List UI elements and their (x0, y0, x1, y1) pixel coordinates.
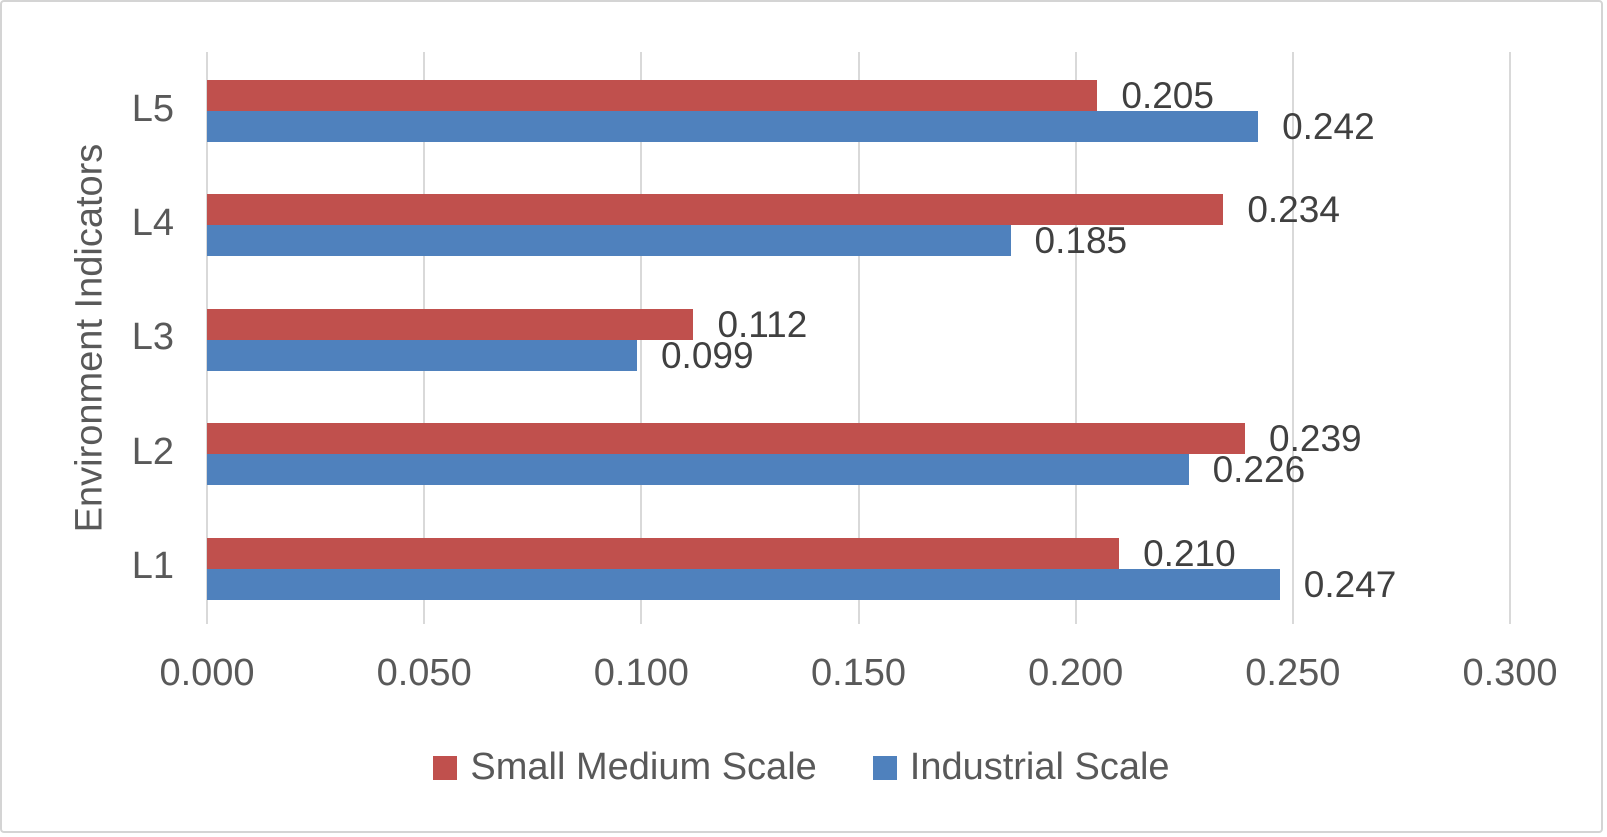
bar-l2-industrial-scale (207, 454, 1189, 486)
legend-swatch-small-medium-scale (433, 755, 458, 780)
x-tick-label-0: 0.000 (159, 652, 255, 694)
gridline (1074, 52, 1077, 624)
bar-l4-small-medium-scale (207, 194, 1224, 226)
gridline (857, 52, 860, 624)
legend-label-industrial-scale: Industrial Scale (909, 746, 1170, 788)
legend: Small Medium Scale Industrial Scale (2, 746, 1601, 789)
category-label-l1: L1 (131, 545, 174, 588)
x-tick-label-5: 0.250 (1245, 652, 1341, 694)
bar-label-l2-industrial-scale: 0.226 (1212, 449, 1306, 491)
bar-l4-industrial-scale (207, 225, 1011, 257)
bar-label-l5-industrial-scale: 0.242 (1282, 106, 1375, 147)
bar-label-l5-small-medium-scale: 0.205 (1121, 75, 1214, 116)
x-tick-label-3: 0.150 (810, 652, 907, 694)
x-tick-label-6: 0.300 (1462, 652, 1558, 694)
bar-l1-industrial-scale (207, 568, 1280, 600)
bar-l5-small-medium-scale (207, 80, 1098, 111)
legend-item-industrial-scale: Industrial Scale (872, 746, 1170, 789)
bar-l3-industrial-scale (207, 339, 637, 371)
category-label-l5: L5 (131, 87, 174, 130)
bar-l1-small-medium-scale (207, 537, 1120, 569)
bar-l3-small-medium-scale (207, 308, 694, 340)
bar-label-l2-small-medium-scale: 0.239 (1269, 418, 1362, 460)
bar-l2-small-medium-scale (207, 423, 1246, 455)
bar-label-l3-small-medium-scale: 0.112 (717, 303, 808, 345)
legend-item-small-medium-scale: Small Medium Scale (433, 746, 817, 789)
gridline (1509, 52, 1511, 624)
category-label-l4: L4 (131, 202, 174, 245)
legend-label-small-medium-scale: Small Medium Scale (470, 746, 817, 788)
plot-area: 0.205 0.242 0.234 0.185 0.112 0.099 0.239 0.226… (206, 52, 1511, 624)
x-tick-label-2: 0.100 (593, 652, 689, 694)
bar-label-l1-industrial-scale: 0.247 (1303, 563, 1397, 605)
legend-swatch-industrial-scale (872, 755, 897, 780)
x-tick-label-4: 0.200 (1028, 652, 1124, 694)
bar-l5-industrial-scale (207, 111, 1259, 142)
bar-label-l1-small-medium-scale: 0.210 (1143, 532, 1236, 574)
bar-label-l4-small-medium-scale: 0.234 (1247, 189, 1340, 231)
bar-label-l3-industrial-scale: 0.099 (660, 334, 754, 376)
bar-label-l4-industrial-scale: 0.185 (1034, 220, 1128, 262)
gridline (1291, 52, 1294, 624)
x-tick-label-1: 0.050 (376, 652, 472, 694)
category-label-l2: L2 (131, 430, 174, 473)
category-label-l3: L3 (131, 316, 174, 359)
